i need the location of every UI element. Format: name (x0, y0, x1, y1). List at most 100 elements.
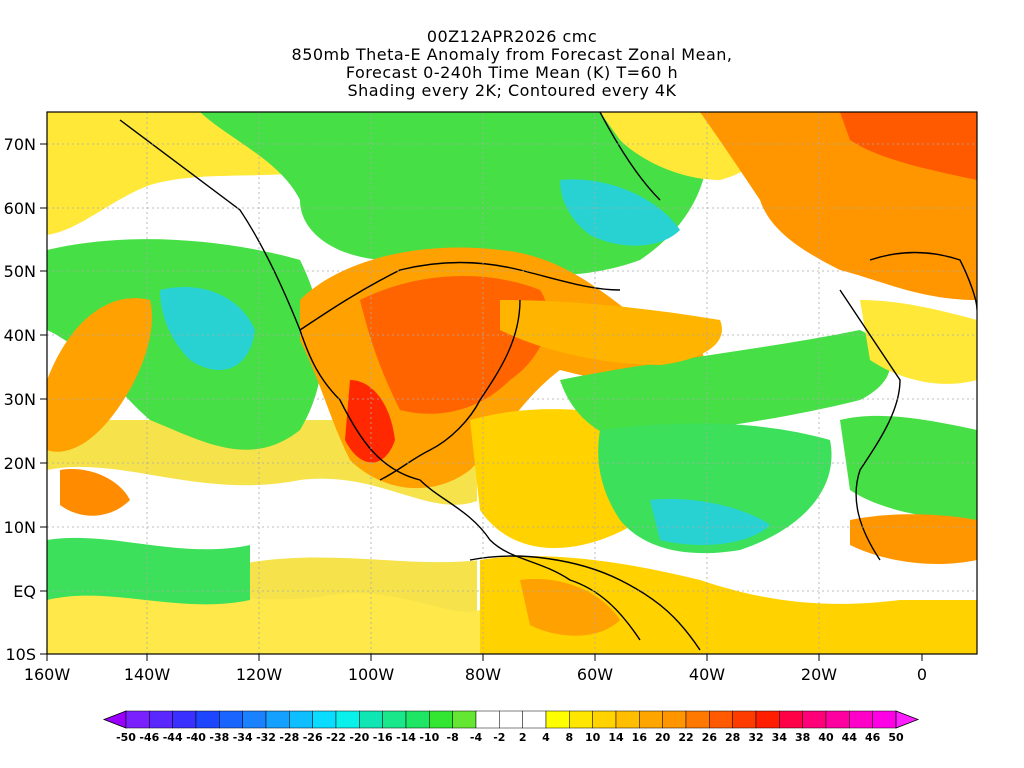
colorbar-swatch (452, 710, 477, 729)
americas-west-coast (119, 119, 641, 641)
colorbar-swatch (289, 710, 313, 729)
map-frame (46, 111, 978, 655)
colorbar-swatch (265, 710, 290, 729)
colorbar-swatch (709, 710, 733, 729)
colorbar-swatch (802, 710, 827, 729)
colorbar-swatch (382, 710, 407, 729)
coastlines (119, 112, 977, 651)
colorbar-swatch (639, 710, 663, 729)
colorbar-label: 22 (678, 731, 693, 744)
colorbar-swatch (779, 710, 803, 729)
colorbar-label: 14 (608, 731, 624, 744)
colorbar-label: -16 (373, 731, 393, 744)
lat-label-50n: 50N (4, 262, 36, 281)
graticule (47, 112, 977, 654)
colorbar-label: 2 (519, 731, 527, 744)
colorbar-swatch (732, 710, 757, 729)
colorbar-label: 50 (888, 731, 904, 744)
lon-label-0: 0 (917, 665, 927, 684)
colorbar-swatch (149, 710, 173, 729)
colorbar-label: -8 (447, 731, 459, 744)
europe-coast (869, 251, 977, 311)
colorbar-label: -4 (470, 731, 483, 744)
colorbar-label: -50 (116, 731, 136, 744)
colorbar-swatch (685, 710, 710, 729)
colorbar-label: -40 (186, 731, 206, 744)
colorbar-label: -28 (279, 731, 299, 744)
colorbar: -50 -46 -44 -40 -38 -34 -32 -28 -26 -22 -20 -16 -14-… (102, 710, 920, 744)
colorbar-label: 16 (632, 731, 648, 744)
lat-label-30n: 30N (4, 390, 36, 409)
title-line-2: 850mb Theta-E Anomaly from Forecast Zona… (291, 45, 733, 64)
colorbar-swatch (872, 710, 897, 729)
title-line-4: Shading every 2K; Contoured every 4K (347, 81, 677, 100)
lon-label-80w: 80W (465, 665, 501, 684)
colorbar-swatch (522, 710, 547, 729)
greenland-coast (599, 112, 661, 201)
colorbar-label: -38 (209, 731, 229, 744)
colorbar-swatch (242, 710, 267, 729)
colorbar-swatch (195, 710, 220, 729)
lon-label-40w: 40W (689, 665, 725, 684)
colorbar-label: 4 (542, 731, 550, 744)
anomaly-shading (47, 112, 977, 654)
colorbar-swatch (335, 710, 360, 729)
colorbar-swatch (545, 710, 570, 729)
colorbar-label: -10 (419, 731, 439, 744)
lon-label-120w: 120W (236, 665, 283, 684)
colorbar-swatch (219, 710, 243, 729)
colorbar-swatch (172, 710, 197, 729)
colorbar-swatch (359, 710, 383, 729)
africa-west-coast (839, 289, 901, 561)
lon-label-160w: 160W (24, 665, 71, 684)
colorbar-label: 34 (772, 731, 788, 744)
colorbar-label: -34 (233, 731, 253, 744)
colorbar-label: -44 (163, 731, 183, 744)
colorbar-label: -46 (139, 731, 159, 744)
lon-label-140w: 140W (124, 665, 171, 684)
lat-label-10n: 10N (4, 518, 36, 537)
colorbar-swatch (849, 710, 873, 729)
colorbar-label: 32 (748, 731, 763, 744)
lat-label-40n: 40N (4, 326, 36, 345)
us-canada-line (299, 261, 621, 331)
colorbar-label: 10 (585, 731, 601, 744)
colorbar-label: -2 (493, 731, 505, 744)
colorbar-label: 8 (566, 731, 574, 744)
colorbar-label: 46 (865, 731, 881, 744)
latitude-axis: 70N 60N 50N 40N 30N 20N 10N EQ 10S (4, 135, 47, 664)
lat-label-eq: EQ (13, 582, 36, 601)
title-line-3: Forecast 0-240h Time Mean (K) T=60 h (345, 63, 679, 82)
colorbar-label: 20 (655, 731, 671, 744)
colorbar-label: 40 (818, 731, 834, 744)
colorbar-swatch (825, 710, 850, 729)
colorbar-swatch (125, 710, 150, 729)
lat-label-60n: 60N (4, 199, 36, 218)
colorbar-label: -14 (396, 731, 416, 744)
lat-label-10s: 10S (5, 645, 36, 664)
colorbar-label: 44 (842, 731, 858, 744)
colorbar-label: -26 (303, 731, 323, 744)
lat-label-70n: 70N (4, 135, 36, 154)
lon-label-100w: 100W (348, 665, 395, 684)
colorbar-swatch (569, 710, 593, 729)
title-line-1: 00Z12APR2026 cmc (426, 27, 598, 46)
colorbar-swatch (755, 710, 780, 729)
map-title-block: 00Z12APR2026 cmc 850mb Theta-E Anomaly f… (0, 0, 1024, 100)
colorbar-swatch (475, 710, 500, 729)
lat-label-20n: 20N (4, 454, 36, 473)
colorbar-label: 38 (795, 731, 810, 744)
colorbar-swatch (312, 710, 337, 729)
colorbar-arrow-right (895, 710, 920, 729)
colorbar-swatch (662, 710, 687, 729)
south-america-north-coast (469, 555, 701, 651)
colorbar-arrow-left (102, 710, 127, 729)
colorbar-label: -32 (256, 731, 276, 744)
colorbar-swatch (592, 710, 617, 729)
us-east-coast (379, 299, 521, 481)
colorbar-swatch (499, 710, 523, 729)
colorbar-swatch (405, 710, 430, 729)
colorbar-label: -20 (349, 731, 369, 744)
colorbar-swatch (615, 710, 640, 729)
